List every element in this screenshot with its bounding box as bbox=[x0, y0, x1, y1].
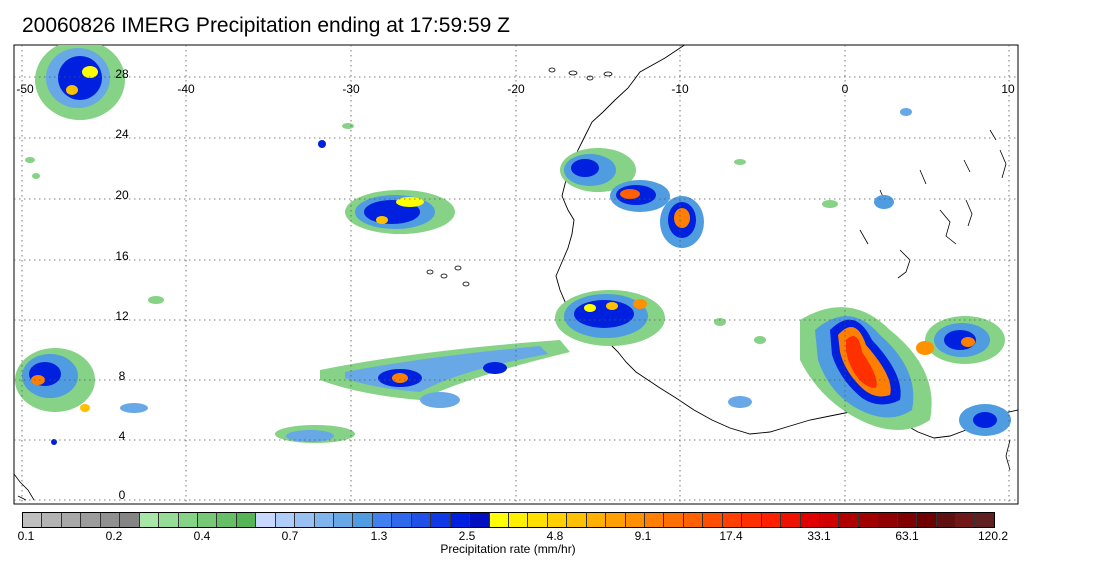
lon-tick: -40 bbox=[177, 82, 195, 96]
colorbar-swatch bbox=[275, 513, 296, 527]
latitude-labels: 0 4 8 12 16 20 24 28 bbox=[115, 67, 129, 502]
colorbar-swatch bbox=[353, 513, 373, 527]
colorbar-swatch bbox=[897, 513, 918, 527]
colorbar-swatch bbox=[120, 513, 140, 527]
colorbar-label: 120.2 bbox=[977, 529, 1009, 543]
precip-cluster-senegal bbox=[555, 290, 665, 346]
colorbar-swatch bbox=[217, 513, 237, 527]
colorbar-swatch bbox=[178, 513, 198, 527]
colorbar-swatch bbox=[372, 513, 393, 527]
colorbar-label: 2.5 bbox=[458, 529, 476, 543]
colorbar-swatch bbox=[392, 513, 412, 527]
colorbar-swatch bbox=[761, 513, 782, 527]
colorbar-swatch bbox=[956, 513, 976, 527]
colorbar-swatch bbox=[839, 513, 859, 527]
colorbar-label: 4.8 bbox=[546, 529, 564, 543]
colorbar-swatch bbox=[61, 513, 82, 527]
colorbar-swatch bbox=[586, 513, 607, 527]
colorbar-swatch bbox=[819, 513, 840, 527]
precip-mcs-nigeria bbox=[800, 307, 932, 430]
precipitation-map: -50 -40 -30 -20 -10 0 10 0 4 8 12 16 20 … bbox=[13, 44, 1019, 505]
colorbar-swatch bbox=[547, 513, 568, 527]
colorbar-label: 0.7 bbox=[281, 529, 299, 543]
colorbar-swatch bbox=[100, 513, 121, 527]
colorbar-label: 1.3 bbox=[370, 529, 388, 543]
lat-tick: 16 bbox=[115, 249, 129, 263]
lon-tick: 0 bbox=[842, 82, 849, 96]
colorbar-swatch bbox=[606, 513, 626, 527]
lat-tick: 0 bbox=[119, 488, 126, 502]
lat-tick: 12 bbox=[115, 309, 129, 323]
colorbar-label: 0.4 bbox=[193, 529, 211, 543]
map-title: 20060826 IMERG Precipitation ending at 1… bbox=[22, 14, 510, 37]
lon-tick: 10 bbox=[1001, 82, 1015, 96]
colorbar-swatch bbox=[81, 513, 101, 527]
colorbar-swatch bbox=[917, 513, 937, 527]
colorbar-swatch bbox=[236, 513, 257, 527]
lat-tick: 8 bbox=[119, 369, 126, 383]
precip-band-west-20N bbox=[345, 190, 455, 234]
colorbar-swatch bbox=[197, 513, 218, 527]
colorbar-swatch bbox=[489, 513, 509, 527]
precip-cluster-east bbox=[916, 316, 1011, 436]
precip-cluster-northwest bbox=[35, 45, 125, 120]
colorbar-label: 17.4 bbox=[719, 529, 743, 543]
longitude-labels: -50 -40 -30 -20 -10 0 10 bbox=[16, 82, 1015, 96]
colorbar-swatch bbox=[450, 513, 471, 527]
graticule bbox=[14, 45, 1018, 504]
colorbar-swatch bbox=[858, 513, 879, 527]
colorbar-swatch bbox=[334, 513, 354, 527]
islands bbox=[426, 67, 613, 287]
precip-band-south bbox=[275, 392, 460, 443]
colorbar-swatch bbox=[936, 513, 956, 527]
colorbar bbox=[22, 512, 995, 528]
colorbar-swatch bbox=[703, 513, 723, 527]
colorbar-swatch bbox=[683, 513, 704, 527]
colorbar-swatch bbox=[139, 513, 160, 527]
lon-tick: -50 bbox=[16, 82, 34, 96]
colorbar-swatch bbox=[411, 513, 432, 527]
colorbar-swatch bbox=[625, 513, 645, 527]
colorbar-swatch bbox=[42, 513, 62, 527]
colorbar-swatch bbox=[645, 513, 665, 527]
colorbar-swatch bbox=[722, 513, 743, 527]
precip-cluster-mauritania bbox=[560, 148, 704, 248]
colorbar-label: 9.1 bbox=[634, 529, 652, 543]
precip-scattered-cells bbox=[25, 108, 912, 445]
lat-tick: 24 bbox=[115, 127, 129, 141]
colorbar-swatch bbox=[800, 513, 820, 527]
map-frame bbox=[13, 44, 1019, 505]
colorbar-swatch bbox=[159, 513, 179, 527]
colorbar-swatch bbox=[878, 513, 898, 527]
colorbar-swatch bbox=[470, 513, 490, 527]
colorbar-label: 0.2 bbox=[105, 529, 123, 543]
precip-band-itcz-atlantic bbox=[320, 340, 570, 400]
colorbar-swatch bbox=[975, 513, 994, 527]
lat-tick: 4 bbox=[119, 429, 126, 443]
lon-tick: -10 bbox=[671, 82, 689, 96]
colorbar-label: 63.1 bbox=[895, 529, 919, 543]
colorbar-swatch bbox=[431, 513, 451, 527]
colorbar-swatch bbox=[23, 513, 43, 527]
lat-tick: 20 bbox=[115, 188, 129, 202]
lon-tick: -20 bbox=[507, 82, 525, 96]
colorbar-swatch bbox=[528, 513, 548, 527]
colorbar-swatch bbox=[567, 513, 587, 527]
colorbar-swatch bbox=[508, 513, 529, 527]
colorbar-swatch bbox=[295, 513, 315, 527]
colorbar-swatch bbox=[314, 513, 334, 527]
lat-tick: 28 bbox=[115, 67, 129, 81]
lon-tick: -30 bbox=[342, 82, 360, 96]
colorbar-label: 33.1 bbox=[807, 529, 831, 543]
colorbar-label: 0.1 bbox=[17, 529, 35, 543]
colorbar-swatch bbox=[664, 513, 684, 527]
colorbar-title: Precipitation rate (mm/hr) bbox=[440, 542, 576, 556]
south-america-coast bbox=[14, 473, 35, 501]
colorbar-swatch bbox=[256, 513, 276, 527]
colorbar-swatch bbox=[742, 513, 762, 527]
colorbar-swatch bbox=[781, 513, 801, 527]
